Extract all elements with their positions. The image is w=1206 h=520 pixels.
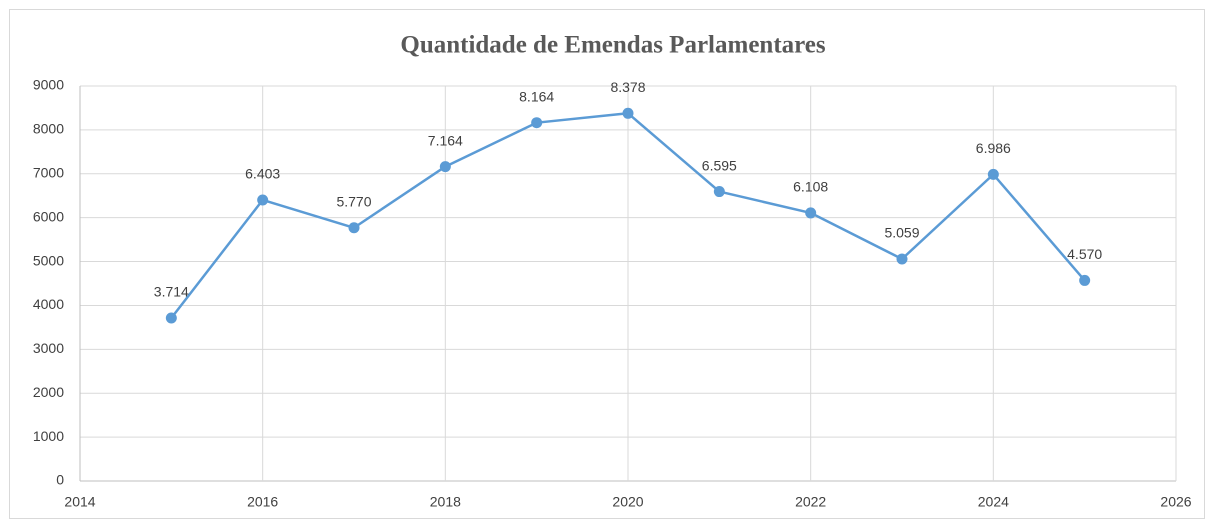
x-tick-label: 2018	[430, 494, 461, 510]
data-point	[622, 107, 634, 119]
data-label: 6.595	[702, 157, 737, 173]
y-tick-label: 7000	[33, 164, 64, 180]
y-tick-label: 5000	[33, 252, 64, 268]
data-label: 6.403	[245, 166, 280, 182]
data-point	[1079, 274, 1091, 286]
data-label: 8.378	[610, 79, 645, 95]
x-tick-label: 2020	[612, 494, 643, 510]
chart-frame	[9, 9, 1205, 519]
data-label: 7.164	[428, 132, 463, 148]
x-tick-label: 2014	[64, 494, 95, 510]
y-tick-label: 6000	[33, 208, 64, 224]
y-tick-label: 9000	[33, 77, 64, 93]
y-tick-label: 3000	[33, 340, 64, 356]
x-tick-label: 2026	[1160, 494, 1191, 510]
data-label: 6.986	[976, 140, 1011, 156]
data-label: 3.714	[154, 284, 189, 300]
data-point	[987, 168, 999, 180]
y-tick-label: 0	[56, 472, 64, 488]
data-point	[439, 161, 451, 173]
data-label: 6.108	[793, 179, 828, 195]
y-tick-label: 4000	[33, 296, 64, 312]
data-point	[713, 186, 725, 198]
data-point	[896, 253, 908, 265]
data-point	[165, 312, 177, 324]
chart-title: Quantidade de Emendas Parlamentares	[400, 32, 826, 59]
data-point	[531, 117, 543, 129]
data-label: 5.059	[884, 225, 919, 241]
x-tick-label: 2016	[247, 494, 278, 510]
data-point	[348, 222, 360, 234]
data-point	[257, 194, 269, 206]
x-tick-label: 2024	[978, 494, 1009, 510]
y-tick-label: 1000	[33, 428, 64, 444]
data-label: 5.770	[336, 193, 371, 209]
data-point	[805, 207, 817, 219]
data-label: 8.164	[519, 88, 554, 104]
data-label: 4.570	[1067, 246, 1102, 262]
y-tick-label: 2000	[33, 384, 64, 400]
x-tick-label: 2022	[795, 494, 826, 510]
y-tick-label: 8000	[33, 121, 64, 137]
